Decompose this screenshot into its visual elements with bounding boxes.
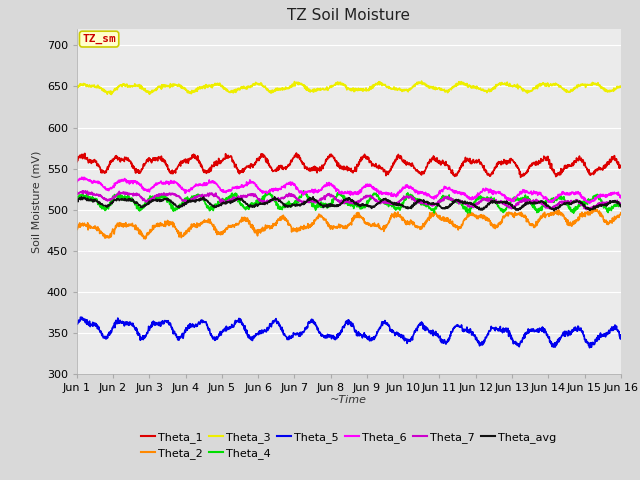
Theta_6 xyxy=(73,179,81,185)
Theta_1 xyxy=(383,168,390,174)
Theta_3 xyxy=(108,92,115,97)
Theta_avg xyxy=(137,204,145,209)
Theta_3 xyxy=(383,84,390,90)
Theta_5 xyxy=(316,330,323,336)
X-axis label: ~Time: ~Time xyxy=(330,395,367,405)
Theta_avg xyxy=(550,208,558,214)
Theta_6 xyxy=(325,180,333,185)
Line: Theta_2: Theta_2 xyxy=(77,209,621,239)
Theta_1 xyxy=(325,155,333,160)
Line: Theta_7: Theta_7 xyxy=(77,191,621,210)
Theta_1 xyxy=(617,164,625,169)
Theta_1 xyxy=(304,167,312,172)
Theta_1 xyxy=(316,166,323,172)
Theta_1 xyxy=(292,150,300,156)
Theta_5 xyxy=(304,321,312,327)
Theta_avg xyxy=(325,203,333,209)
Theta_4 xyxy=(383,202,390,208)
Theta_6 xyxy=(586,200,593,206)
Theta_3 xyxy=(418,78,426,84)
Theta_avg xyxy=(383,198,390,204)
Theta_5 xyxy=(77,314,84,320)
Theta_4 xyxy=(617,201,625,207)
Theta_7 xyxy=(115,189,123,194)
Theta_6 xyxy=(78,174,86,180)
Theta_6 xyxy=(138,183,145,189)
Theta_4 xyxy=(570,210,577,216)
Theta_5 xyxy=(138,336,145,342)
Theta_6 xyxy=(304,189,312,194)
Theta_2 xyxy=(137,231,145,237)
Theta_2 xyxy=(593,206,601,212)
Theta_7 xyxy=(383,200,390,206)
Theta_5 xyxy=(586,345,593,350)
Theta_avg xyxy=(115,196,123,202)
Theta_2 xyxy=(141,236,149,242)
Theta_2 xyxy=(304,221,312,227)
Theta_7 xyxy=(582,207,590,213)
Theta_5 xyxy=(383,322,390,327)
Theta_3 xyxy=(617,84,625,90)
Theta_4 xyxy=(325,204,333,210)
Theta_2 xyxy=(73,227,81,232)
Text: TZ_sm: TZ_sm xyxy=(82,34,116,44)
Theta_7 xyxy=(138,195,145,201)
Theta_4 xyxy=(300,188,307,194)
Theta_7 xyxy=(82,188,90,194)
Theta_4 xyxy=(115,195,123,201)
Theta_avg xyxy=(304,197,312,203)
Title: TZ Soil Moisture: TZ Soil Moisture xyxy=(287,9,410,24)
Theta_1 xyxy=(137,168,145,174)
Theta_5 xyxy=(115,318,123,324)
Theta_7 xyxy=(304,199,312,205)
Legend: Theta_1, Theta_2, Theta_3, Theta_4, Theta_5, Theta_6, Theta_7, Theta_avg: Theta_1, Theta_2, Theta_3, Theta_4, Thet… xyxy=(141,432,556,459)
Theta_7 xyxy=(316,198,323,204)
Line: Theta_avg: Theta_avg xyxy=(77,197,621,211)
Theta_2 xyxy=(325,224,333,229)
Theta_5 xyxy=(617,332,625,338)
Theta_3 xyxy=(73,84,81,90)
Theta_2 xyxy=(617,210,625,216)
Theta_7 xyxy=(617,201,625,206)
Theta_4 xyxy=(137,205,145,211)
Theta_3 xyxy=(304,87,312,93)
Line: Theta_1: Theta_1 xyxy=(77,153,621,177)
Theta_3 xyxy=(325,85,333,91)
Theta_4 xyxy=(304,196,312,202)
Theta_1 xyxy=(73,159,81,165)
Theta_1 xyxy=(115,156,123,161)
Theta_5 xyxy=(73,321,81,327)
Theta_6 xyxy=(115,179,123,184)
Theta_7 xyxy=(73,189,81,195)
Theta_6 xyxy=(316,188,323,193)
Line: Theta_6: Theta_6 xyxy=(77,177,621,203)
Theta_5 xyxy=(325,332,333,338)
Line: Theta_4: Theta_4 xyxy=(77,191,621,213)
Theta_4 xyxy=(316,202,323,207)
Theta_2 xyxy=(316,213,323,218)
Y-axis label: Soil Moisture (mV): Soil Moisture (mV) xyxy=(31,150,41,253)
Theta_2 xyxy=(383,222,390,228)
Theta_avg xyxy=(309,194,317,200)
Theta_3 xyxy=(115,83,123,88)
Line: Theta_5: Theta_5 xyxy=(77,317,621,348)
Theta_avg xyxy=(617,204,625,209)
Theta_3 xyxy=(316,86,323,92)
Theta_2 xyxy=(115,224,123,229)
Theta_6 xyxy=(383,190,390,195)
Theta_7 xyxy=(325,191,333,197)
Theta_avg xyxy=(73,197,81,203)
Theta_3 xyxy=(138,83,145,89)
Theta_6 xyxy=(617,194,625,200)
Theta_4 xyxy=(73,198,81,204)
Line: Theta_3: Theta_3 xyxy=(77,81,621,95)
Theta_avg xyxy=(316,201,323,206)
Theta_1 xyxy=(516,174,524,180)
